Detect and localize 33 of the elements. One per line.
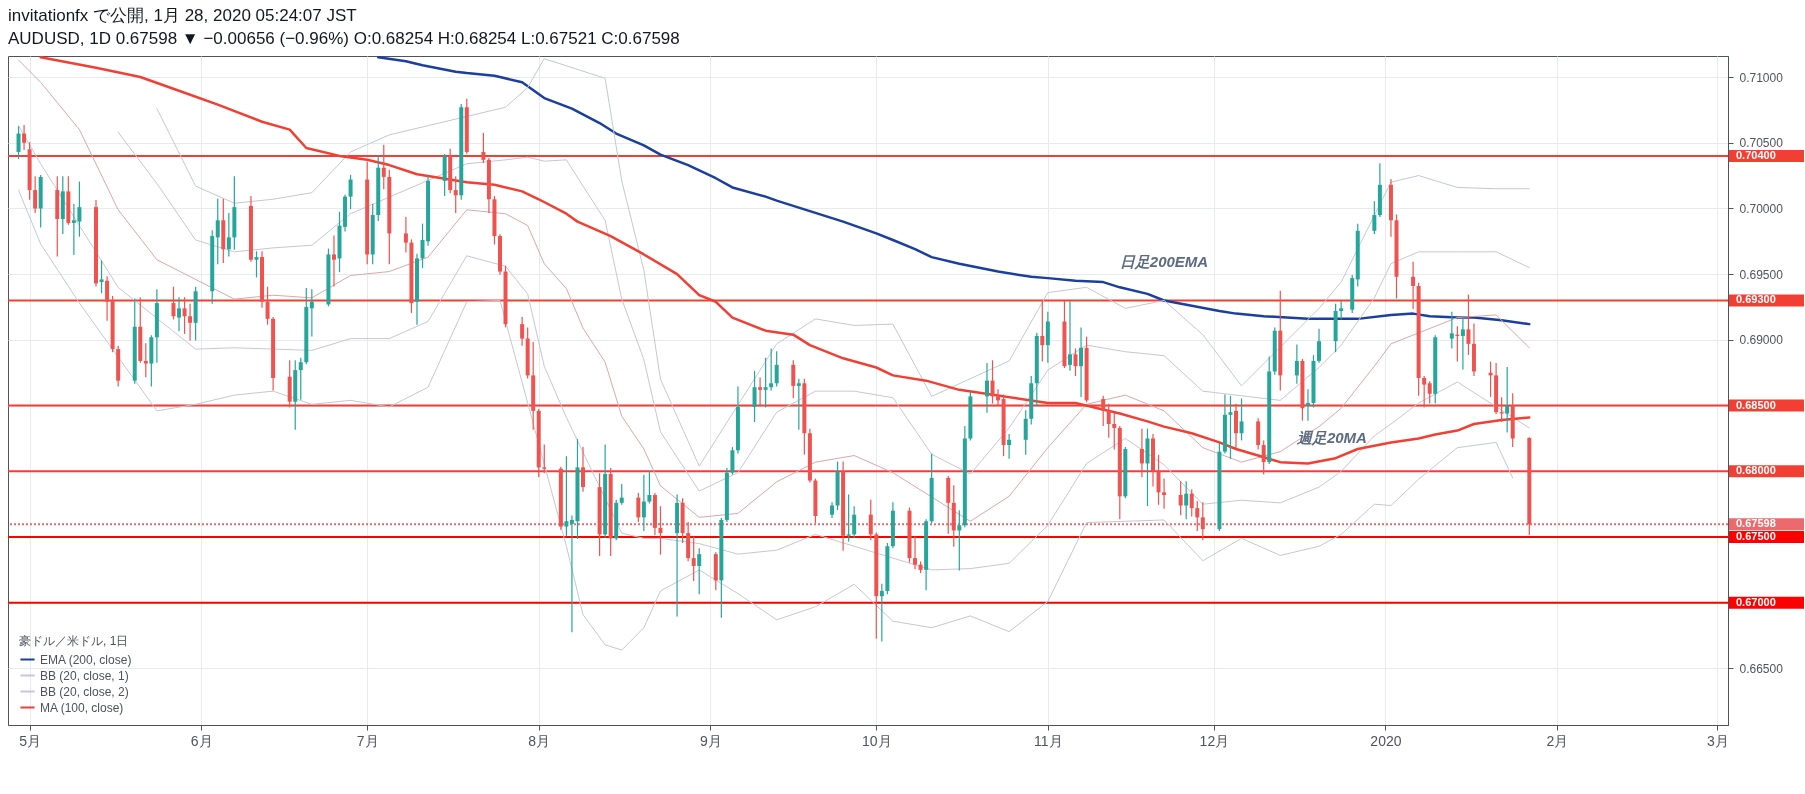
y-tick-label: 0.66500 bbox=[1739, 661, 1784, 676]
y-tick-label: 0.69000 bbox=[1739, 333, 1784, 348]
x-tick-label: 10月 bbox=[862, 732, 892, 749]
legend-label: MA (100, close) bbox=[40, 700, 124, 715]
y-tick-label: 0.70500 bbox=[1739, 136, 1784, 151]
x-tick-label: 7月 bbox=[356, 732, 379, 749]
y-tick-label: 0.70000 bbox=[1739, 201, 1784, 216]
y-tick-label: 0.69500 bbox=[1739, 267, 1784, 282]
legend-title: 豪ドル／米ドル, 1日 bbox=[19, 634, 129, 648]
x-tick-label: 8月 bbox=[528, 732, 551, 749]
x-tick-label: 6月 bbox=[190, 732, 213, 749]
legend-label: BB (20, close, 2) bbox=[40, 684, 129, 699]
ref-line-label: 0.67500 bbox=[1736, 530, 1776, 543]
x-tick-label: 2020 bbox=[1370, 732, 1402, 749]
annotation: 週足20MA bbox=[1295, 429, 1367, 447]
x-tick-label: 5月 bbox=[19, 732, 41, 749]
ref-line-label: 0.68000 bbox=[1736, 464, 1776, 477]
ref-line-label: 0.68500 bbox=[1736, 398, 1776, 411]
x-tick-label: 12月 bbox=[1199, 732, 1230, 749]
legend-label: BB (20, close, 1) bbox=[40, 668, 129, 683]
chart-title: invitationfx で公開, 1月 28, 2020 05:24:07 JST bbox=[8, 6, 357, 25]
chart-subtitle: AUDUSD, 1D 0.67598 ▼ −0.00656 (−0.96%) O:0.68254 H:0.68254 L:0.67521 C:0.67598 bbox=[8, 29, 680, 48]
legend-label: EMA (200, close) bbox=[40, 652, 132, 667]
x-tick-label: 11月 bbox=[1034, 732, 1063, 749]
x-tick-label: 9月 bbox=[699, 732, 722, 749]
ref-line-label: 0.69300 bbox=[1736, 293, 1776, 306]
ref-line-label: 0.67000 bbox=[1736, 595, 1776, 608]
x-tick-label: 3月 bbox=[1707, 732, 1729, 749]
ref-line-label: 0.70400 bbox=[1736, 148, 1776, 161]
x-tick-label: 2月 bbox=[1546, 732, 1569, 749]
annotation: 日足200EMA bbox=[1119, 253, 1209, 271]
y-tick-label: 0.71000 bbox=[1739, 70, 1784, 85]
ref-line-label: 0.67598 bbox=[1736, 517, 1776, 530]
